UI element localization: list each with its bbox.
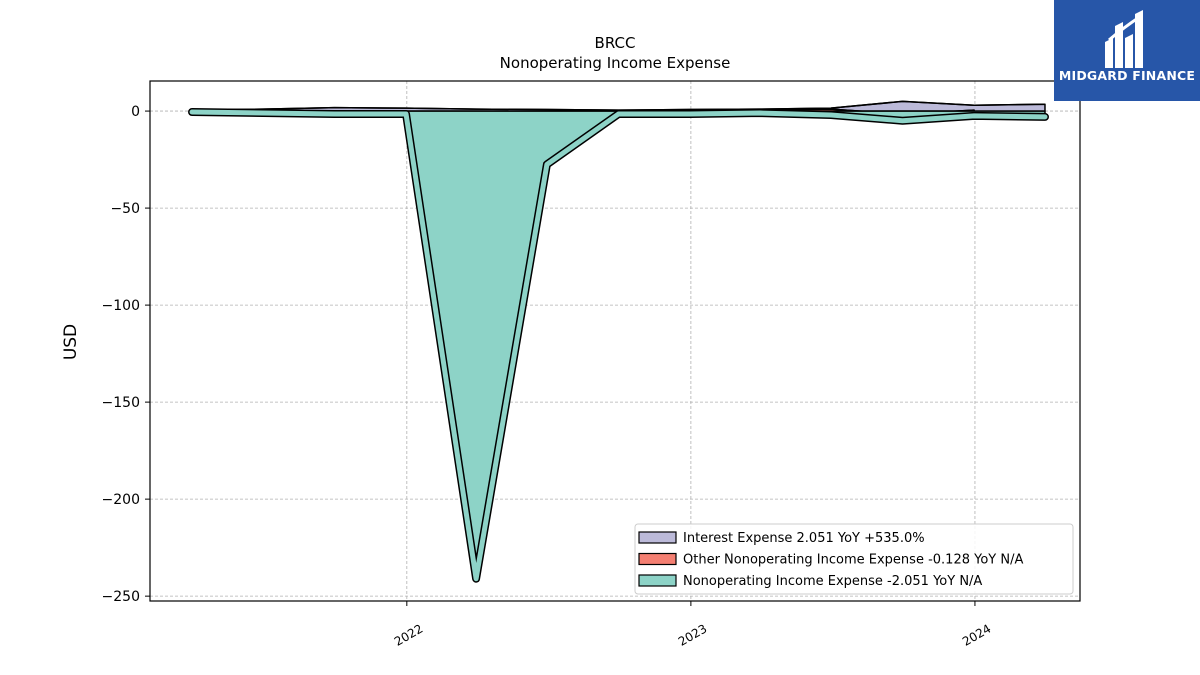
legend-swatch-0 [638,531,677,544]
logo-mark-icon [1105,10,1143,68]
y-tick-label: 0 [131,104,140,120]
x-tick-label: 2023 [676,621,709,648]
y-tick-label: −50 [110,201,140,217]
plot-frame [149,80,1081,602]
legend-entry-2: Nonoperating Income Expense -2.051 YoY N… [683,574,982,589]
series-area-2 [191,110,1046,580]
series-line-2 [189,109,1048,582]
x-tick-label: 2022 [392,621,425,648]
series-areas [188,100,1049,583]
legend-entry-0: Interest Expense 2.051 YoY +535.0% [683,531,925,546]
legend-swatch-2 [638,574,677,587]
series-line-outline-2 [188,108,1049,583]
logo-text: MIDGARD FINANCE [1058,68,1196,83]
legend-swatch-1 [638,552,677,566]
legend-box [634,523,1074,595]
y-tick-label: −200 [102,492,140,508]
midgard-finance-logo: MIDGARD FINANCE [1054,0,1200,101]
y-tick-label: −250 [102,589,140,605]
x-tick-label: 2024 [960,621,993,648]
legend: Interest Expense 2.051 YoY +535.0% Other … [634,523,1074,595]
y-axis: 0 −50 −100 −150 −200 −250 [102,104,150,605]
chart-subtitle: Nonoperating Income Expense [500,54,731,72]
y-tick-label: −150 [102,395,140,411]
y-axis-label: USD [61,324,81,360]
chart-title: BRCC [595,34,636,52]
legend-entry-1: Other Nonoperating Income Expense -0.128… [683,553,1023,568]
grid [150,81,1080,601]
y-tick-label: −100 [102,298,140,314]
x-axis: 2022 2023 2024 [392,601,993,649]
